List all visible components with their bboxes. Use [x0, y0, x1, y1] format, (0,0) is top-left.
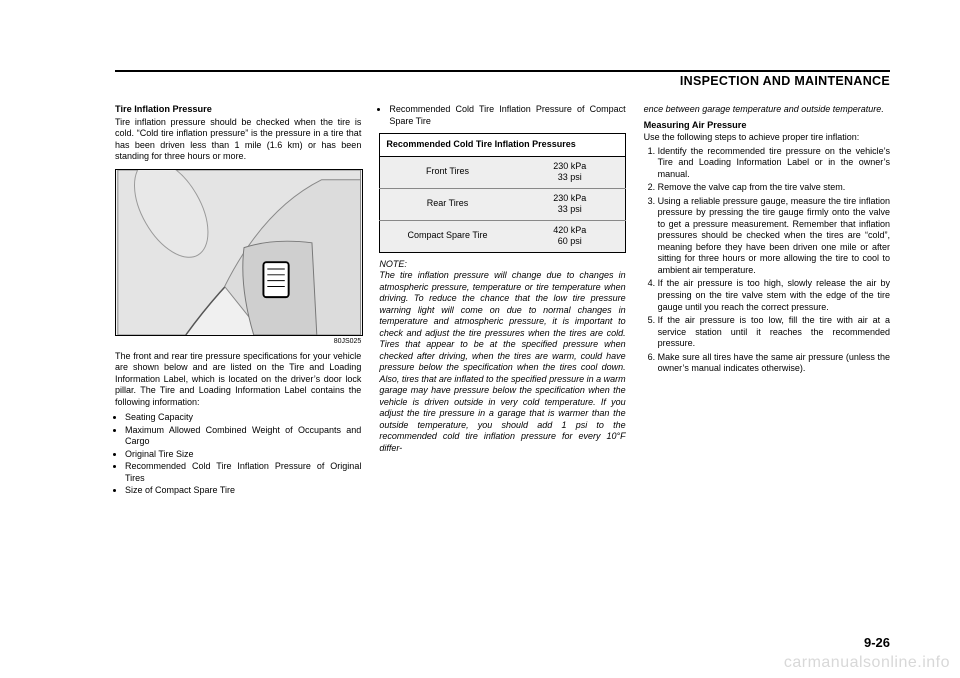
- col1-subhead: Tire Inflation Pressure: [115, 104, 361, 116]
- table-row: Front Tires 230 kPa 33 psi: [380, 156, 625, 188]
- column-3: ence between garage temperature and outs…: [644, 104, 890, 501]
- col3-intro: Use the following steps to achieve prope…: [644, 132, 890, 144]
- col1-bullets: Seating Capacity Maximum Allowed Combine…: [115, 412, 361, 497]
- list-item: Seating Capacity: [125, 412, 361, 424]
- rule-top: [115, 70, 890, 72]
- list-item: Make sure all tires have the same air pr…: [658, 352, 890, 375]
- table-cell-label: Front Tires: [380, 156, 515, 188]
- list-item: Size of Compact Spare Tire: [125, 485, 361, 497]
- list-item: Identify the recommended tire pressure o…: [658, 146, 890, 181]
- val-psi: 33 psi: [558, 204, 582, 214]
- column-2: Recommended Cold Tire Inflation Pressure…: [379, 104, 625, 501]
- val-psi: 60 psi: [558, 236, 582, 246]
- col1-para2: The front and rear tire pressure specifi…: [115, 351, 361, 409]
- table-row: Rear Tires 230 kPa 33 psi: [380, 188, 625, 220]
- figure-code: 80JS025: [115, 338, 361, 347]
- table-header-row: Recommended Cold Tire Inflation Pressure…: [380, 134, 625, 157]
- list-item: Using a reliable pressure gauge, measure…: [658, 196, 890, 277]
- table-cell-label: Rear Tires: [380, 188, 515, 220]
- list-item: Maximum Allowed Combined Weight of Occup…: [125, 425, 361, 448]
- note-body: The tire inflation pressure will change …: [379, 270, 625, 454]
- table-cell-label: Compact Spare Tire: [380, 220, 515, 252]
- section-header: INSPECTION AND MAINTENANCE: [115, 74, 890, 88]
- col2-topbullet: Recommended Cold Tire Inflation Pressure…: [379, 104, 625, 127]
- table-title: Recommended Cold Tire Inflation Pressure…: [380, 134, 625, 157]
- val-psi: 33 psi: [558, 172, 582, 182]
- list-item: Remove the valve cap from the tire valve…: [658, 182, 890, 194]
- list-item: Recommended Cold Tire Inflation Pressure…: [389, 104, 625, 127]
- col3-steps: Identify the recommended tire pressure o…: [644, 146, 890, 375]
- note-continuation: ence between garage temperature and outs…: [644, 104, 890, 116]
- list-item: If the air pressure is too high, slowly …: [658, 278, 890, 313]
- table-cell-value: 230 kPa 33 psi: [515, 188, 625, 220]
- table-cell-value: 230 kPa 33 psi: [515, 156, 625, 188]
- watermark: carmanualsonline.info: [784, 654, 950, 672]
- table-cell-value: 420 kPa 60 psi: [515, 220, 625, 252]
- door-illustration: [116, 170, 362, 335]
- list-item: Recommended Cold Tire Inflation Pressure…: [125, 461, 361, 484]
- val-kpa: 230 kPa: [553, 193, 586, 203]
- table-row: Compact Spare Tire 420 kPa 60 psi: [380, 220, 625, 252]
- figure-door-label: [115, 169, 363, 336]
- list-item: Original Tire Size: [125, 449, 361, 461]
- pressure-table: Recommended Cold Tire Inflation Pressure…: [379, 133, 625, 253]
- page: INSPECTION AND MAINTENANCE Tire Inflatio…: [0, 0, 960, 678]
- page-number: 9-26: [864, 635, 890, 650]
- column-1: Tire Inflation Pressure Tire inflation p…: [115, 104, 361, 501]
- col1-para1: Tire inflation pressure should be checke…: [115, 117, 361, 163]
- columns: Tire Inflation Pressure Tire inflation p…: [115, 104, 890, 501]
- note-label: NOTE:: [379, 259, 625, 271]
- list-item: If the air pressure is too low, fill the…: [658, 315, 890, 350]
- val-kpa: 230 kPa: [553, 161, 586, 171]
- col3-subhead: Measuring Air Pressure: [644, 120, 890, 132]
- val-kpa: 420 kPa: [553, 225, 586, 235]
